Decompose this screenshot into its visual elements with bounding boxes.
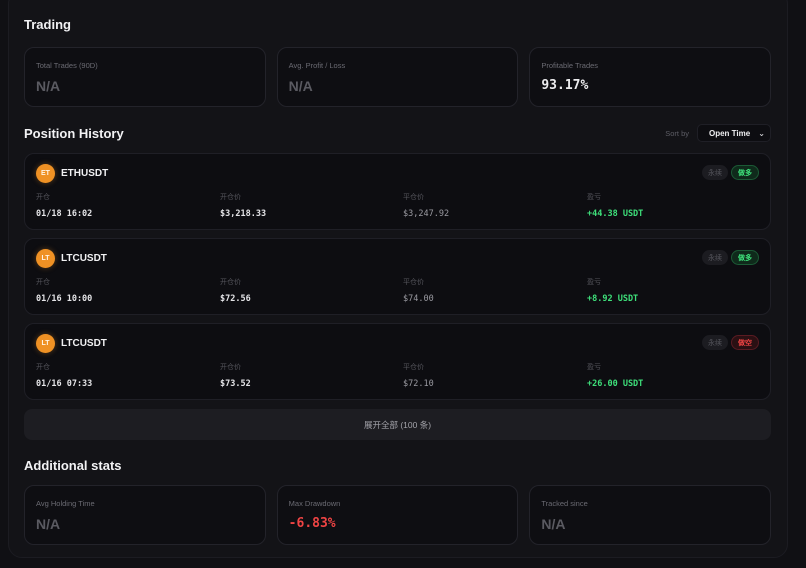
position-header: LT LTCUSDT — [36, 334, 107, 353]
coin-avatar: LT — [36, 334, 55, 353]
side-badge: 做空 — [731, 335, 759, 350]
coin-avatar: LT — [36, 249, 55, 268]
open-time-label: 开仓 — [36, 279, 50, 286]
open-time-cell: 开仓 01/18 16:02 — [36, 192, 220, 219]
position-history-title: Position History — [24, 126, 124, 141]
open-price-value: $72.56 — [220, 294, 251, 304]
contract-type-badge: 永续 — [702, 335, 728, 350]
stat-label: Profitable Trades — [541, 61, 599, 70]
close-price-cell: 平仓价 $3,247.92 — [403, 192, 587, 219]
open-time-cell: 开仓 01/16 07:33 — [36, 362, 220, 389]
stat-label: Avg Holding Time — [36, 499, 95, 508]
position-details: 开仓 01/18 16:02 开仓价 $3,218.33 平仓价 $3,247.… — [36, 192, 761, 219]
sort-select[interactable]: Open Time ⌄ — [697, 124, 771, 142]
position-header: LT LTCUSDT — [36, 249, 107, 268]
pnl-value: +44.38 USDT — [587, 209, 644, 219]
close-price-cell: 平仓价 $72.10 — [403, 362, 587, 389]
pnl-label: 盈亏 — [587, 194, 601, 201]
trading-stats: Total Trades (90D) N/A Avg. Profit / Los… — [24, 47, 772, 107]
close-price-value: $72.10 — [403, 379, 434, 389]
stat-card-tracked-since: Tracked since N/A — [529, 485, 772, 545]
stat-card-profitable-trades: Profitable Trades 93.17% — [529, 47, 772, 107]
open-price-label: 开仓价 — [220, 194, 241, 201]
side-badge: 做多 — [731, 250, 759, 265]
chevron-down-icon: ⌄ — [758, 128, 765, 138]
badges: 永续 做多 — [702, 165, 759, 180]
coin-avatar: ET — [36, 164, 55, 183]
symbol: ETHUSDT — [61, 168, 109, 179]
expand-all-button[interactable]: 展开全部 (100 条) — [24, 409, 771, 440]
stat-value: N/A — [541, 516, 566, 532]
stat-card-avg-holding-time: Avg Holding Time N/A — [24, 485, 266, 545]
close-price-value: $3,247.92 — [403, 209, 450, 219]
close-price-value: $74.00 — [403, 294, 434, 304]
trading-title: Trading — [24, 17, 71, 32]
pnl-label: 盈亏 — [587, 279, 601, 286]
contract-type-badge: 永续 — [702, 165, 728, 180]
open-price-label: 开仓价 — [220, 279, 241, 286]
sort-control: Sort by Open Time ⌄ — [665, 124, 771, 142]
position-card[interactable]: LT LTCUSDT 永续 做多 开仓 01/16 10:00 开仓价 $72.… — [24, 238, 771, 315]
stat-card-avg-profit-loss: Avg. Profit / Loss N/A — [276, 47, 519, 107]
stat-label: Avg. Profit / Loss — [288, 61, 346, 70]
stat-label: Tracked since — [541, 499, 588, 508]
pnl-cell: 盈亏 +44.38 USDT — [587, 192, 761, 219]
close-price-label: 平仓价 — [403, 279, 424, 286]
open-price-value: $3,218.33 — [220, 209, 267, 219]
open-time-label: 开仓 — [36, 194, 50, 201]
stat-card-max-drawdown: Max Drawdown -6.83% — [276, 485, 519, 545]
open-price-cell: 开仓价 $73.52 — [220, 362, 403, 389]
stat-value: -6.83% — [288, 516, 336, 531]
symbol: LTCUSDT — [61, 253, 107, 264]
stat-card-total-trades: Total Trades (90D) N/A — [24, 47, 266, 107]
open-time-value: 01/18 16:02 — [36, 209, 93, 219]
stat-value: N/A — [288, 78, 313, 94]
open-time-cell: 开仓 01/16 10:00 — [36, 277, 220, 304]
additional-stats: Avg Holding Time N/A Max Drawdown -6.83%… — [24, 485, 772, 545]
pnl-value: +26.00 USDT — [587, 379, 644, 389]
close-price-cell: 平仓价 $74.00 — [403, 277, 587, 304]
position-card[interactable]: ET ETHUSDT 永续 做多 开仓 01/18 16:02 开仓价 $3,2… — [24, 153, 771, 230]
pnl-cell: 盈亏 +8.92 USDT — [587, 277, 761, 304]
position-details: 开仓 01/16 07:33 开仓价 $73.52 平仓价 $72.10 盈亏 … — [36, 362, 761, 389]
stat-label: Total Trades (90D) — [36, 61, 98, 70]
position-card[interactable]: LT LTCUSDT 永续 做空 开仓 01/16 07:33 开仓价 $73.… — [24, 323, 771, 400]
badges: 永续 做空 — [702, 335, 759, 350]
side-badge: 做多 — [731, 165, 759, 180]
position-details: 开仓 01/16 10:00 开仓价 $72.56 平仓价 $74.00 盈亏 … — [36, 277, 761, 304]
open-time-value: 01/16 10:00 — [36, 294, 93, 304]
contract-type-badge: 永续 — [702, 250, 728, 265]
sort-value: Open Time — [709, 128, 751, 138]
close-price-label: 平仓价 — [403, 364, 424, 371]
stat-value: N/A — [36, 78, 61, 94]
open-price-cell: 开仓价 $72.56 — [220, 277, 403, 304]
symbol: LTCUSDT — [61, 338, 107, 349]
pnl-value: +8.92 USDT — [587, 294, 639, 304]
pnl-cell: 盈亏 +26.00 USDT — [587, 362, 761, 389]
stat-value: N/A — [36, 516, 61, 532]
badges: 永续 做多 — [702, 250, 759, 265]
position-header: ET ETHUSDT — [36, 164, 108, 183]
open-time-label: 开仓 — [36, 364, 50, 371]
pnl-label: 盈亏 — [587, 364, 601, 371]
open-time-value: 01/16 07:33 — [36, 379, 93, 389]
sort-label: Sort by — [665, 128, 689, 138]
open-price-value: $73.52 — [220, 379, 251, 389]
stat-label: Max Drawdown — [288, 499, 341, 508]
additional-stats-title: Additional stats — [24, 458, 122, 473]
stat-value: 93.17% — [541, 78, 589, 93]
close-price-label: 平仓价 — [403, 194, 424, 201]
open-price-label: 开仓价 — [220, 364, 241, 371]
open-price-cell: 开仓价 $3,218.33 — [220, 192, 403, 219]
